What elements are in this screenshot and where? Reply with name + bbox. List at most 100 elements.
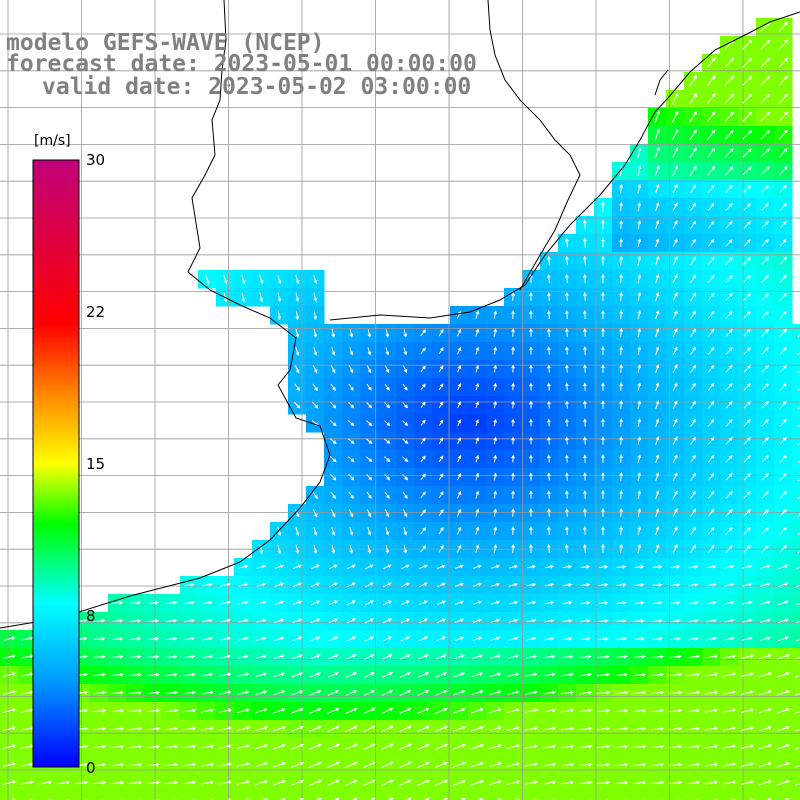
wind-arrow [294, 365, 300, 374]
wind-speed-cell [792, 702, 800, 721]
coastline-uruguay-brazil [329, 11, 800, 321]
wind-arrow [457, 346, 462, 355]
wind-arrow [256, 636, 267, 641]
wind-arrow [147, 636, 160, 641]
wind-speed-cell [504, 792, 523, 800]
wind-arrow [328, 654, 339, 660]
wind-arrow [650, 780, 665, 785]
wind-speed-cell [684, 792, 703, 800]
wind-arrow [760, 600, 771, 605]
wind-arrow [526, 582, 537, 587]
wind-arrow [797, 477, 800, 482]
wind-speed-cell [792, 468, 800, 487]
wind-arrow [560, 744, 575, 749]
wind-arrow [313, 526, 318, 536]
wind-arrow [654, 146, 660, 159]
wind-arrow [743, 203, 751, 211]
wind-arrow [511, 382, 515, 391]
wind-arrow [672, 328, 678, 338]
wind-arrow [725, 310, 733, 319]
wind-arrow [564, 255, 569, 266]
wind-arrow [418, 582, 428, 588]
wind-arrow [706, 57, 716, 69]
wind-arrow [688, 564, 699, 569]
wind-arrow [255, 672, 268, 677]
wind-arrow [580, 582, 591, 587]
wind-arrow [601, 525, 605, 536]
wind-arrow [543, 672, 556, 677]
wind-arrow [164, 708, 179, 713]
wind-arrow [236, 744, 251, 749]
wind-arrow [470, 780, 484, 786]
wind-arrow [182, 744, 197, 749]
wind-arrow [583, 543, 587, 554]
wind-arrow [724, 582, 735, 587]
wind-arrow [637, 454, 642, 463]
wind-arrow [164, 726, 179, 731]
wind-arrow [457, 328, 462, 337]
colorbar [32, 159, 80, 768]
wind-arrow [237, 654, 250, 659]
wind-arrow [146, 780, 161, 785]
wind-arrow [706, 564, 717, 569]
wind-arrow [238, 618, 249, 623]
wind-speed-cell [792, 486, 800, 505]
wind-arrow [424, 797, 430, 800]
wind-arrow [529, 454, 533, 463]
wind-arrow [506, 708, 521, 713]
wind-arrow [706, 75, 716, 87]
wind-arrow [743, 347, 751, 355]
wind-arrow [650, 744, 665, 749]
wind-arrow [402, 474, 409, 481]
wind-arrow [511, 292, 515, 301]
wind-arrow [362, 779, 376, 787]
wind-arrow [637, 418, 642, 427]
wind-arrow [310, 636, 321, 642]
wind-arrow [420, 329, 426, 337]
wind-arrow [438, 526, 444, 535]
wind-arrow [256, 600, 267, 605]
wind-arrow [385, 329, 390, 338]
wind-arrow [434, 725, 448, 732]
wind-arrow [238, 636, 249, 641]
wind-arrow [223, 274, 228, 285]
wind-arrow [797, 549, 800, 554]
wind-arrow [327, 743, 340, 750]
wind-arrow [779, 400, 787, 409]
wind-arrow [165, 618, 178, 623]
wind-arrow [601, 507, 605, 517]
wind-arrow [637, 525, 642, 536]
wind-arrow [381, 707, 394, 715]
wind-arrow [547, 472, 551, 481]
wind-arrow [488, 708, 502, 714]
wind-arrow [707, 220, 715, 229]
wind-arrow [583, 436, 587, 445]
wind-arrow [402, 402, 409, 409]
wind-arrow [254, 762, 269, 768]
wind-arrow [686, 744, 701, 749]
wind-arrow [779, 184, 787, 193]
wind-arrow [689, 165, 697, 176]
wind-speed-cell [720, 792, 739, 800]
wind-arrow [327, 690, 340, 696]
wind-arrow [475, 454, 480, 463]
wind-arrow [637, 146, 642, 159]
wind-arrow [2, 744, 17, 749]
wind-arrow [2, 690, 17, 695]
wind-arrow [672, 472, 678, 481]
wind-arrow [686, 726, 701, 731]
wind-arrow [761, 419, 769, 427]
wind-arrow [147, 672, 160, 677]
coastline [0, 0, 800, 629]
wind-arrow [544, 618, 555, 623]
wind-arrow [438, 455, 444, 463]
wind-arrow [475, 419, 479, 427]
wind-arrow [438, 365, 444, 373]
wind-arrow [583, 418, 587, 427]
coastline-south-america [0, 0, 331, 629]
wind-arrow [273, 708, 286, 714]
wind-arrow [402, 491, 408, 499]
wind-arrow [562, 564, 573, 569]
wind-arrow [475, 364, 480, 373]
